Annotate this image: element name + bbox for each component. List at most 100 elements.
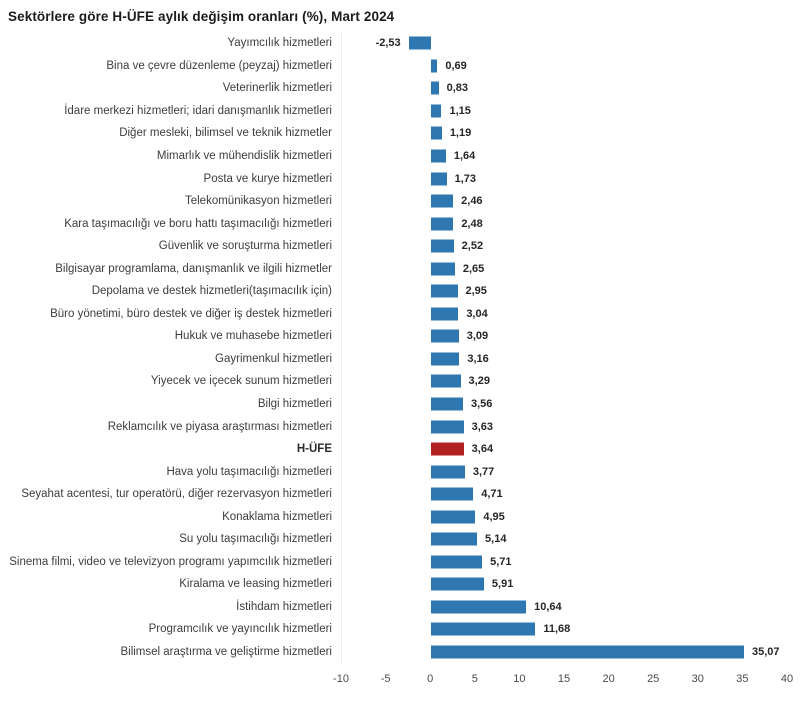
plot-area: 35,07 — [341, 640, 788, 664]
category-label: İstihdam hizmetleri — [236, 600, 332, 613]
category-label: Programcılık ve yayıncılık hizmetleri — [148, 623, 332, 636]
bar — [431, 555, 483, 569]
value-label: 2,48 — [461, 217, 483, 230]
bar — [431, 532, 478, 546]
value-label: 5,71 — [490, 555, 512, 568]
category-label: H-ÜFE — [296, 443, 332, 456]
bar-row: Bina ve çevre düzenleme (peyzaj) hizmetl… — [0, 54, 812, 78]
value-label: 10,64 — [534, 600, 562, 613]
bar-row: Gayrimenkul hizmetleri 3,16 — [0, 347, 812, 371]
value-label: 3,63 — [471, 420, 493, 433]
category-label: Bilimsel araştırma ve geliştirme hizmetl… — [120, 646, 332, 659]
bar-row: Kiralama ve leasing hizmetleri 5,91 — [0, 573, 812, 596]
bar-row: Programcılık ve yayıncılık hizmetleri 11,… — [0, 618, 812, 641]
highlight-bar — [431, 442, 464, 456]
bar — [431, 262, 455, 276]
bar-row: Veterinerlik hizmetleri 0,83 — [0, 77, 812, 100]
value-label: 0,83 — [446, 82, 469, 95]
value-label: 3,16 — [467, 352, 489, 365]
category-label: Yiyecek ve içecek sunum hizmetleri — [150, 375, 332, 388]
value-label: 5,14 — [485, 533, 507, 546]
plot-area: -2,53 — [341, 32, 788, 55]
category-label: Seyahat acentesi, tur operatörü, diğer r… — [21, 488, 332, 501]
bar — [431, 397, 463, 411]
bar-row: H-ÜFE 3,64 — [0, 437, 812, 461]
value-label: 11,68 — [543, 623, 571, 636]
category-label: Bilgisayar programlama, danışmanlık ve i… — [55, 262, 332, 275]
plot-area: 4,71 — [341, 482, 788, 506]
value-label: -2,53 — [375, 37, 401, 50]
plot-area: 3,63 — [341, 415, 788, 438]
bar — [431, 59, 438, 73]
bar-row: Mimarlık ve mühendislik hizmetleri 1,64 — [0, 144, 812, 168]
plot-area: 2,52 — [341, 234, 788, 258]
bar-row: Bilgi hizmetleri 3,56 — [0, 392, 812, 416]
x-axis-tick-label: 10 — [513, 673, 526, 686]
plot-area: 2,95 — [341, 280, 788, 303]
x-axis-tick-label: 5 — [471, 673, 478, 686]
plot-area: 1,15 — [341, 99, 788, 123]
bar-row: Büro yönetimi, büro destek ve diğer iş d… — [0, 302, 812, 326]
bar-row: Hukuk ve muhasebe hizmetleri 3,09 — [0, 325, 812, 348]
bar — [431, 172, 447, 186]
bar — [431, 126, 442, 140]
category-label: İdare merkezi hizmetleri; idari danışman… — [64, 104, 332, 117]
bar — [408, 36, 432, 50]
value-label: 3,09 — [466, 330, 489, 343]
bar-row: Seyahat acentesi, tur operatörü, diğer r… — [0, 482, 812, 506]
plot-area: 4,95 — [341, 505, 788, 529]
category-label: Büro yönetimi, büro destek ve diğer iş d… — [50, 307, 332, 320]
plot-area: 5,71 — [341, 550, 788, 574]
bar — [431, 577, 484, 591]
bar — [431, 239, 454, 253]
category-label: Yayımcılık hizmetleri — [227, 37, 332, 50]
bar-row: Su yolu taşımacılığı hizmetleri 5,14 — [0, 528, 812, 551]
x-axis-tick-label: 15 — [557, 673, 571, 686]
value-label: 1,19 — [449, 127, 472, 140]
x-axis-tick-label: 35 — [736, 673, 749, 686]
bar-row: Bilgisayar programlama, danışmanlık ve i… — [0, 257, 812, 281]
category-label: Güvenlik ve soruşturma hizmetleri — [158, 240, 332, 253]
x-axis-tick-label: 25 — [647, 673, 660, 686]
category-label: Reklamcılık ve piyasa araştırması hizmet… — [107, 420, 332, 433]
bar-row: Hava yolu taşımacılığı hizmetleri 3,77 — [0, 460, 812, 483]
value-label: 2,95 — [465, 285, 487, 298]
plot-area: 5,91 — [341, 573, 788, 596]
chart-title: Sektörlere göre H-ÜFE aylık değişim oran… — [8, 9, 395, 24]
bar-row: Depolama ve destek hizmetleri(taşımacılı… — [0, 280, 812, 303]
bar-chart: Yayımcılık hizmetleri -2,53 Bina ve çevre … — [0, 32, 812, 664]
category-label: Hava yolu taşımacılığı hizmetleri — [166, 465, 332, 478]
bar — [431, 465, 465, 479]
value-label: 4,71 — [481, 488, 503, 501]
bar — [431, 284, 458, 298]
plot-area: 1,73 — [341, 167, 788, 190]
category-label: Diğer mesleki, bilimsel ve teknik hizmet… — [119, 127, 332, 140]
plot-area: 10,64 — [341, 595, 788, 619]
bar — [431, 149, 446, 163]
value-label: 2,46 — [461, 195, 483, 208]
value-label: 3,04 — [466, 307, 488, 320]
value-label: 1,73 — [454, 172, 477, 185]
plot-area: 3,09 — [341, 325, 788, 348]
bar — [431, 645, 744, 659]
x-axis: -10 -5 0 5 10 15 20 25 30 35 40 — [333, 663, 793, 697]
bar-row: İdare merkezi hizmetleri; idari danışman… — [0, 99, 812, 123]
plot-area: 1,64 — [341, 144, 788, 168]
bar-row: Diğer mesleki, bilimsel ve teknik hizmet… — [0, 122, 812, 145]
plot-area: 5,14 — [341, 528, 788, 551]
bar-row: Sinema filmi, video ve televizyon progra… — [0, 550, 812, 574]
bar — [431, 510, 476, 524]
bar — [431, 420, 464, 434]
category-label: Kiralama ve leasing hizmetleri — [179, 578, 332, 591]
plot-area: 2,65 — [341, 257, 788, 281]
plot-area: 3,04 — [341, 302, 788, 326]
bar-row: Telekomünikasyon hizmetleri 2,46 — [0, 189, 812, 213]
bar — [431, 600, 527, 614]
category-label: Hukuk ve muhasebe hizmetleri — [174, 330, 332, 343]
bar-row: Kara taşımacılığı ve boru hattı taşımacı… — [0, 212, 812, 235]
plot-area: 1,19 — [341, 122, 788, 145]
value-label: 1,64 — [453, 150, 476, 162]
category-label: Bilgi hizmetleri — [257, 398, 332, 411]
plot-area: 2,48 — [341, 212, 788, 235]
